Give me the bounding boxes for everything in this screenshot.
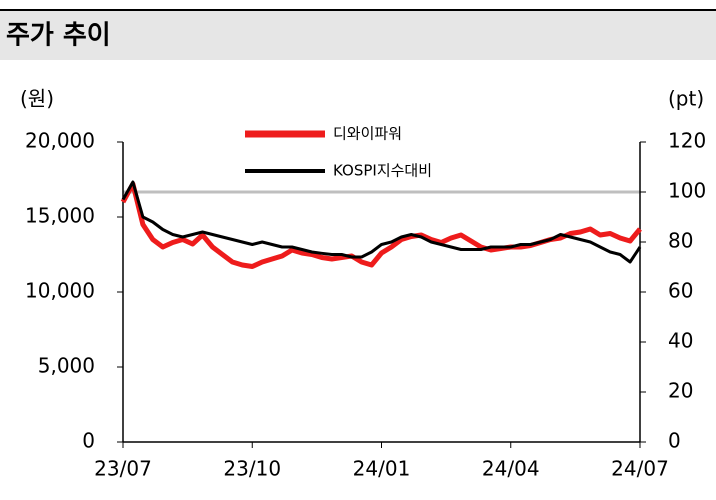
series-line xyxy=(120,181,642,269)
y-axis-label: (원) xyxy=(20,87,54,111)
y2-tick-label: 100 xyxy=(668,179,706,203)
y2-tick-label: 20 xyxy=(668,379,693,403)
y2-tick-label: 40 xyxy=(668,329,693,353)
legend-label: KOSPI지수대비 xyxy=(333,162,432,180)
x-tick-label: 24/01 xyxy=(353,457,411,481)
y-tick-label: 0 xyxy=(82,429,95,453)
chart-title: 주가 추이 xyxy=(6,21,111,51)
y-tick-label: 15,000 xyxy=(25,204,95,228)
x-tick-label: 24/04 xyxy=(482,457,540,481)
y-tick-label: 10,000 xyxy=(25,279,95,303)
x-tick-label: 23/10 xyxy=(223,457,281,481)
x-tick-label: 23/07 xyxy=(94,457,152,481)
legend-label: 디와이파워 xyxy=(333,125,402,143)
y2-tick-label: 120 xyxy=(668,129,706,153)
y2-axis-label: (pt) xyxy=(668,87,704,111)
y-tick-label: 5,000 xyxy=(38,354,95,378)
series-line xyxy=(121,180,642,264)
y-tick-label: 20,000 xyxy=(25,129,95,153)
y2-tick-label: 0 xyxy=(668,429,681,453)
y2-tick-label: 60 xyxy=(668,279,693,303)
y2-tick-label: 80 xyxy=(668,229,693,253)
title-bar xyxy=(0,10,716,60)
x-tick-label: 24/07 xyxy=(611,457,669,481)
